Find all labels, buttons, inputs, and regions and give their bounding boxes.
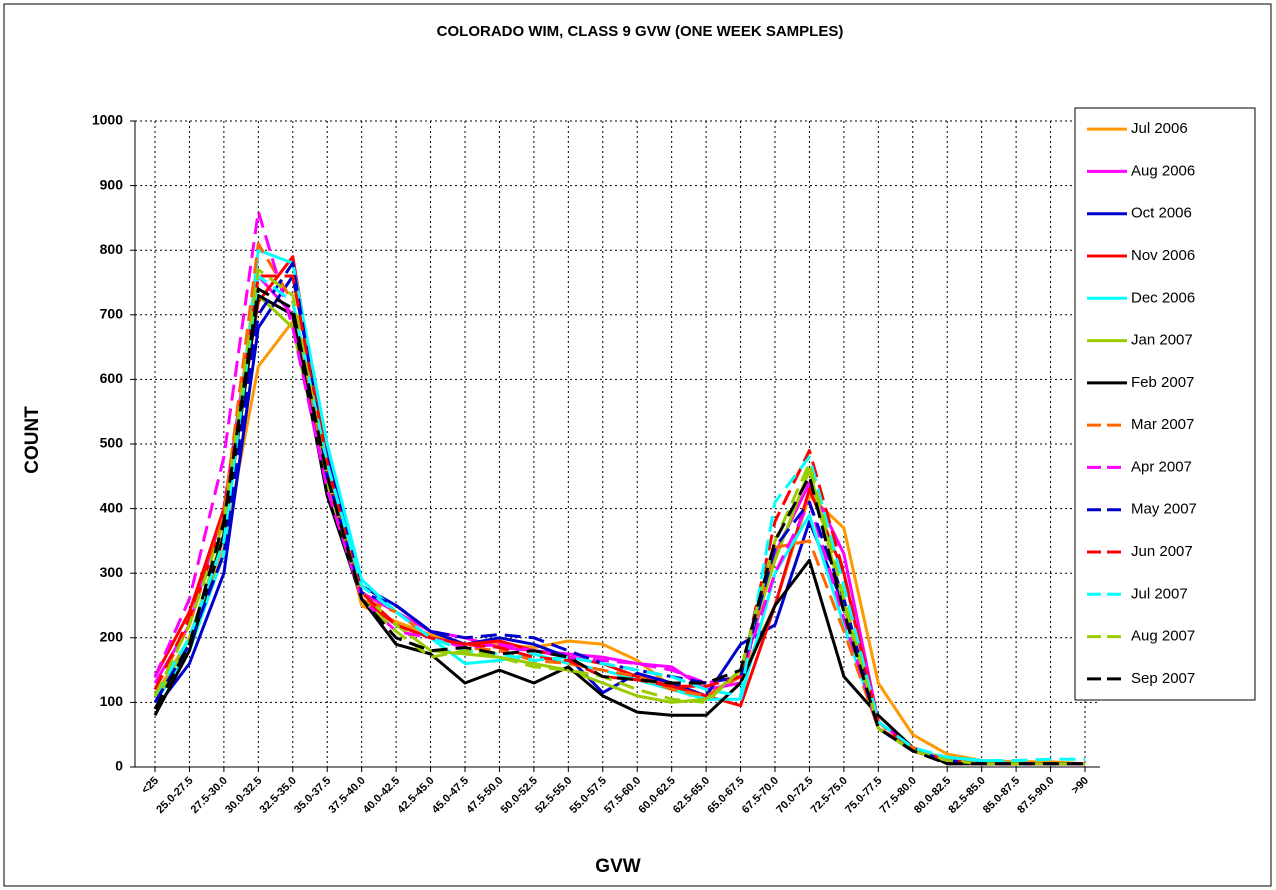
legend-label: Sep 2007 (1131, 670, 1195, 687)
y-tick-label: 300 (100, 564, 124, 580)
legend-label: Jan 2007 (1131, 332, 1193, 349)
y-tick-label: 800 (100, 241, 124, 257)
x-axis-label: GVW (595, 856, 640, 877)
legend-label: May 2007 (1131, 501, 1197, 518)
legend-label: Aug 2006 (1131, 162, 1195, 179)
legend-label: Nov 2006 (1131, 247, 1195, 264)
y-tick-label: 700 (100, 306, 124, 322)
y-tick-label: 500 (100, 435, 124, 451)
legend-label: Jun 2007 (1131, 543, 1193, 560)
y-tick-label: 100 (100, 693, 124, 709)
legend-box (1074, 107, 1256, 701)
y-tick-label: 400 (100, 499, 124, 515)
series-line (153, 261, 1085, 766)
legend-label: Jul 2006 (1131, 120, 1188, 137)
legend-label: Aug 2007 (1131, 628, 1195, 645)
y-axis-label: COUNT (22, 406, 43, 474)
legend-label: Oct 2006 (1131, 205, 1192, 222)
legend-label: Apr 2007 (1131, 458, 1192, 475)
y-tick-label: 200 (100, 629, 124, 645)
y-tick-label: 0 (115, 758, 123, 774)
series-line (153, 242, 1085, 766)
series-line (153, 274, 1085, 762)
legend-label: Feb 2007 (1131, 374, 1194, 391)
legend-label: Dec 2006 (1131, 289, 1195, 306)
y-tick-label: 600 (100, 370, 124, 386)
y-tick-label: 1000 (92, 112, 123, 128)
legend-label: Mar 2007 (1131, 416, 1194, 433)
legend-label: Jul 2007 (1131, 585, 1188, 602)
chart-title: COLORADO WIM, CLASS 9 GVW (ONE WEEK SAMP… (437, 23, 844, 40)
y-tick-label: 900 (100, 176, 124, 192)
series-line (153, 287, 1085, 766)
